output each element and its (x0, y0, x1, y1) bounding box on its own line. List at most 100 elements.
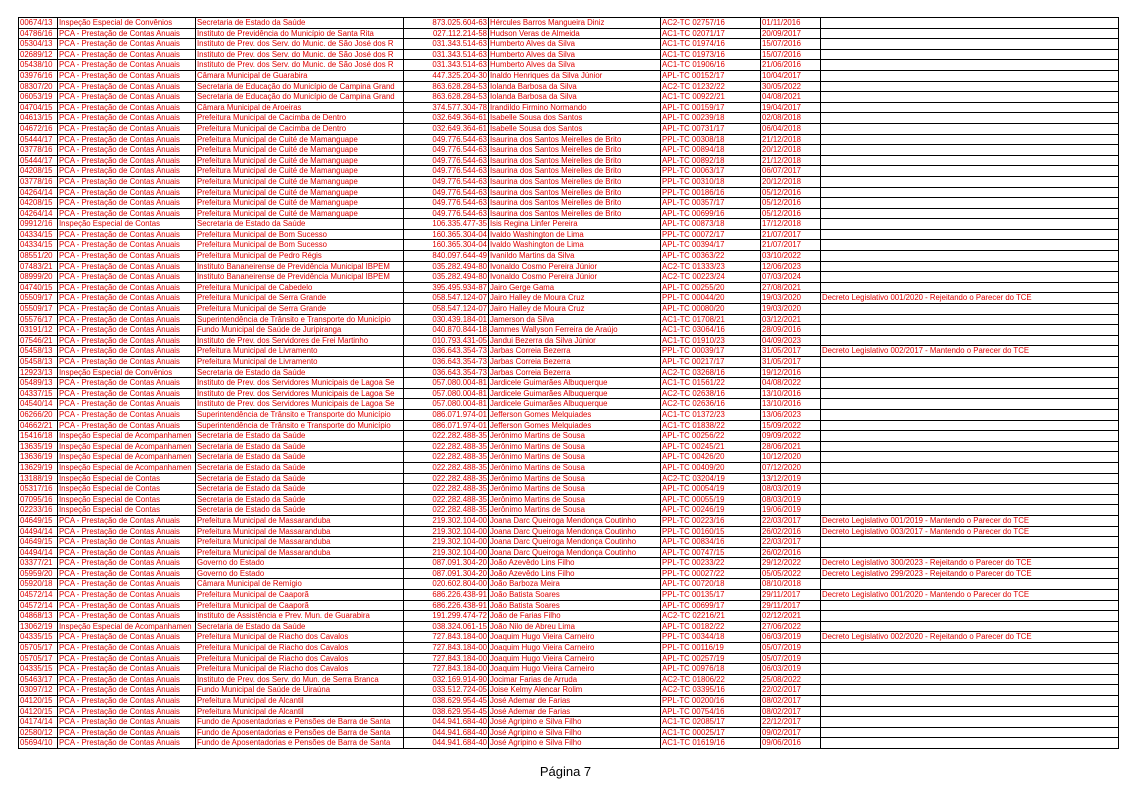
table-row: 04120/15 PCA - Prestação de Contas Anuais… (18, 705, 1119, 718)
note: Decreto Legislativo 001/2020 - Rejeitand… (820, 292, 1119, 305)
cpf: 022.282.488-35 (403, 451, 489, 463)
process-type: Inspeção Especial de Acompanhamen (57, 430, 196, 442)
entity: Instituto de Prev. dos Serv. do Munic. d… (195, 59, 404, 71)
process-number: 04572/14 (18, 599, 58, 612)
table-row: 05304/13 PCA - Prestação de Contas Anuais… (18, 38, 1119, 50)
note (820, 122, 1119, 135)
responsible-name: Isaurina dos Santos Meirelles de Brito (488, 144, 661, 156)
entity: Câmara Municipal de Guarabira (195, 69, 404, 82)
table-row: 07546/21 PCA - Prestação de Contas Anuais… (18, 334, 1119, 347)
table-row: 03191/12 PCA - Prestação de Contas Anuais… (18, 324, 1119, 336)
process-number: 04208/15 (18, 197, 58, 209)
process-type: PCA - Prestação de Contas Anuais (57, 165, 196, 177)
note (820, 303, 1119, 315)
table-row: 04334/15 PCA - Prestação de Contas Anuais… (18, 239, 1119, 252)
table-row: 05458/13 PCA - Prestação de Contas Anuais… (18, 356, 1119, 368)
process-type: PCA - Prestação de Contas Anuais (57, 737, 196, 749)
process-number: 04208/15 (18, 165, 58, 177)
table-row: 04740/15 PCA - Prestação de Contas Anuais… (18, 281, 1119, 294)
process-type: PCA - Prestação de Contas Anuais (57, 631, 196, 644)
date: 05/07/2019 (760, 642, 821, 654)
table-row: 04208/15 PCA - Prestação de Contas Anuais… (18, 165, 1119, 177)
entity: Governo do Estado (195, 557, 404, 569)
responsible-name: Jamerson da Silva (488, 313, 661, 326)
note (820, 48, 1119, 61)
note (820, 472, 1119, 485)
process-number: 04662/21 (18, 419, 58, 432)
note (820, 154, 1119, 167)
process-number: 12923/13 (18, 366, 58, 379)
responsible-name: Jairo Gerge Gama (488, 281, 661, 294)
process-type: PCA - Prestação de Contas Anuais (57, 599, 196, 612)
ruling: APL-TC 00152/17 (660, 69, 761, 82)
cpf: 840.097.644-49 (403, 250, 489, 262)
process-number: 05458/13 (18, 356, 58, 368)
note (820, 578, 1119, 591)
cpf: 686.226.438-91 (403, 599, 489, 612)
date: 21/06/2016 (760, 59, 821, 71)
ruling: AC1-TC 01372/23 (660, 408, 761, 421)
process-type: PCA - Prestação de Contas Anuais (57, 408, 196, 421)
table-row: 05959/20 PCA - Prestação de Contas Anuais… (18, 567, 1119, 580)
entity: Superintendência de Trânsito e Transport… (195, 408, 404, 421)
responsible-name: Joise Kelmy Alencar Rolim (488, 684, 661, 696)
entity: Prefeitura Municipal de Serra Grande (195, 292, 404, 305)
responsible-name: Isaurina dos Santos Meirelles de Brito (488, 165, 661, 177)
process-type: PCA - Prestação de Contas Anuais (57, 250, 196, 262)
ruling: AC1-TC 00922/21 (660, 91, 761, 103)
process-number: 04335/15 (18, 663, 58, 675)
cpf: 058.547.124-07 (403, 292, 489, 305)
process-number: 05920/18 (18, 578, 58, 591)
ruling: AC2-TC 00223/24 (660, 271, 761, 283)
date: 19/06/2019 (760, 504, 821, 516)
entity: Prefeitura Municipal de Riacho dos Caval… (195, 652, 404, 665)
process-number: 07483/21 (18, 260, 58, 273)
cpf: 022.282.488-35 (403, 461, 489, 474)
note (820, 27, 1119, 40)
process-type: PCA - Prestação de Contas Anuais (57, 684, 196, 696)
entity: Secretaria de Estado da Saúde (195, 620, 404, 633)
cpf: 087.091.304-20 (403, 557, 489, 569)
process-type: Inspeção Especial de Acompanhamen (57, 451, 196, 463)
cpf: 035.282.494-80 (403, 271, 489, 283)
process-type: PCA - Prestação de Contas Anuais (57, 557, 196, 569)
responsible-name: Isabelle Sousa dos Santos (488, 112, 661, 124)
date: 28/09/2016 (760, 324, 821, 336)
cpf: 032.649.364-61 (403, 122, 489, 135)
process-number: 15416/18 (18, 430, 58, 442)
entity: Superintendência de Trânsito e Transport… (195, 419, 404, 432)
process-type: PCA - Prestação de Contas Anuais (57, 536, 196, 548)
entity: Instituto de Prev. dos Serv. do Munic. d… (195, 48, 404, 61)
table-row: 05458/13 PCA - Prestação de Contas Anuais… (18, 345, 1119, 357)
table-row: 04649/15 PCA - Prestação de Contas Anuais… (18, 514, 1119, 527)
process-number: 08999/20 (18, 271, 58, 283)
note (820, 398, 1119, 410)
responsible-name: João Barboza Meira (488, 578, 661, 591)
cpf: 191.299.474-72 (403, 610, 489, 622)
process-number: 05489/13 (18, 377, 58, 389)
date: 15/09/2022 (760, 419, 821, 432)
date: 12/06/2023 (760, 260, 821, 273)
responsible-name: Joana Darc Queiroga Mendonça Coutinho (488, 514, 661, 527)
ruling: APL-TC 00257/19 (660, 652, 761, 665)
date: 21/12/2018 (760, 154, 821, 167)
table-row: 05509/17 PCA - Prestação de Contas Anuais… (18, 292, 1119, 305)
process-number: 02580/12 (18, 726, 58, 739)
note (820, 186, 1119, 199)
date: 13/06/2023 (760, 408, 821, 421)
note (820, 366, 1119, 379)
note (820, 546, 1119, 559)
date: 04/08/2021 (760, 91, 821, 103)
date: 08/03/2019 (760, 483, 821, 495)
date: 22/03/2017 (760, 536, 821, 548)
note: Decreto Legislativo 001/2019 - Mantendo … (820, 514, 1119, 527)
cpf: 049.776.544-63 (403, 154, 489, 167)
date: 30/05/2022 (760, 80, 821, 93)
responsible-name: Ivaldo Washington de Lima (488, 239, 661, 252)
process-number: 08307/20 (18, 80, 58, 93)
table-row: 04174/14 PCA - Prestação de Contas Anuais… (18, 716, 1119, 728)
note (820, 663, 1119, 675)
process-type: PCA - Prestação de Contas Anuais (57, 377, 196, 389)
process-type: PCA - Prestação de Contas Anuais (57, 27, 196, 40)
responsible-name: Isaurina dos Santos Meirelles de Brito (488, 207, 661, 220)
